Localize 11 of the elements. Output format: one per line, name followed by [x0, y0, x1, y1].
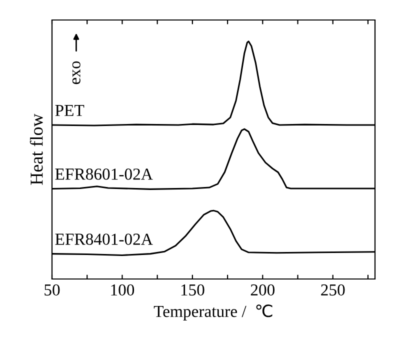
series-label: EFR8401-02A — [55, 234, 153, 245]
series-label: PET — [55, 105, 84, 116]
y-axis-title: Heat flow — [30, 114, 43, 185]
x-axis-title: Temperature / ℃ — [154, 304, 272, 320]
annotation: exo — [72, 61, 80, 84]
x-tick-label: 150 — [181, 284, 204, 296]
x-tick-label: 50 — [44, 284, 60, 296]
x-tick-label: 200 — [250, 284, 275, 296]
x-tick-label: 100 — [111, 284, 134, 296]
series-label: EFR8601-02A — [55, 168, 153, 180]
x-tick-label: 250 — [321, 284, 345, 296]
